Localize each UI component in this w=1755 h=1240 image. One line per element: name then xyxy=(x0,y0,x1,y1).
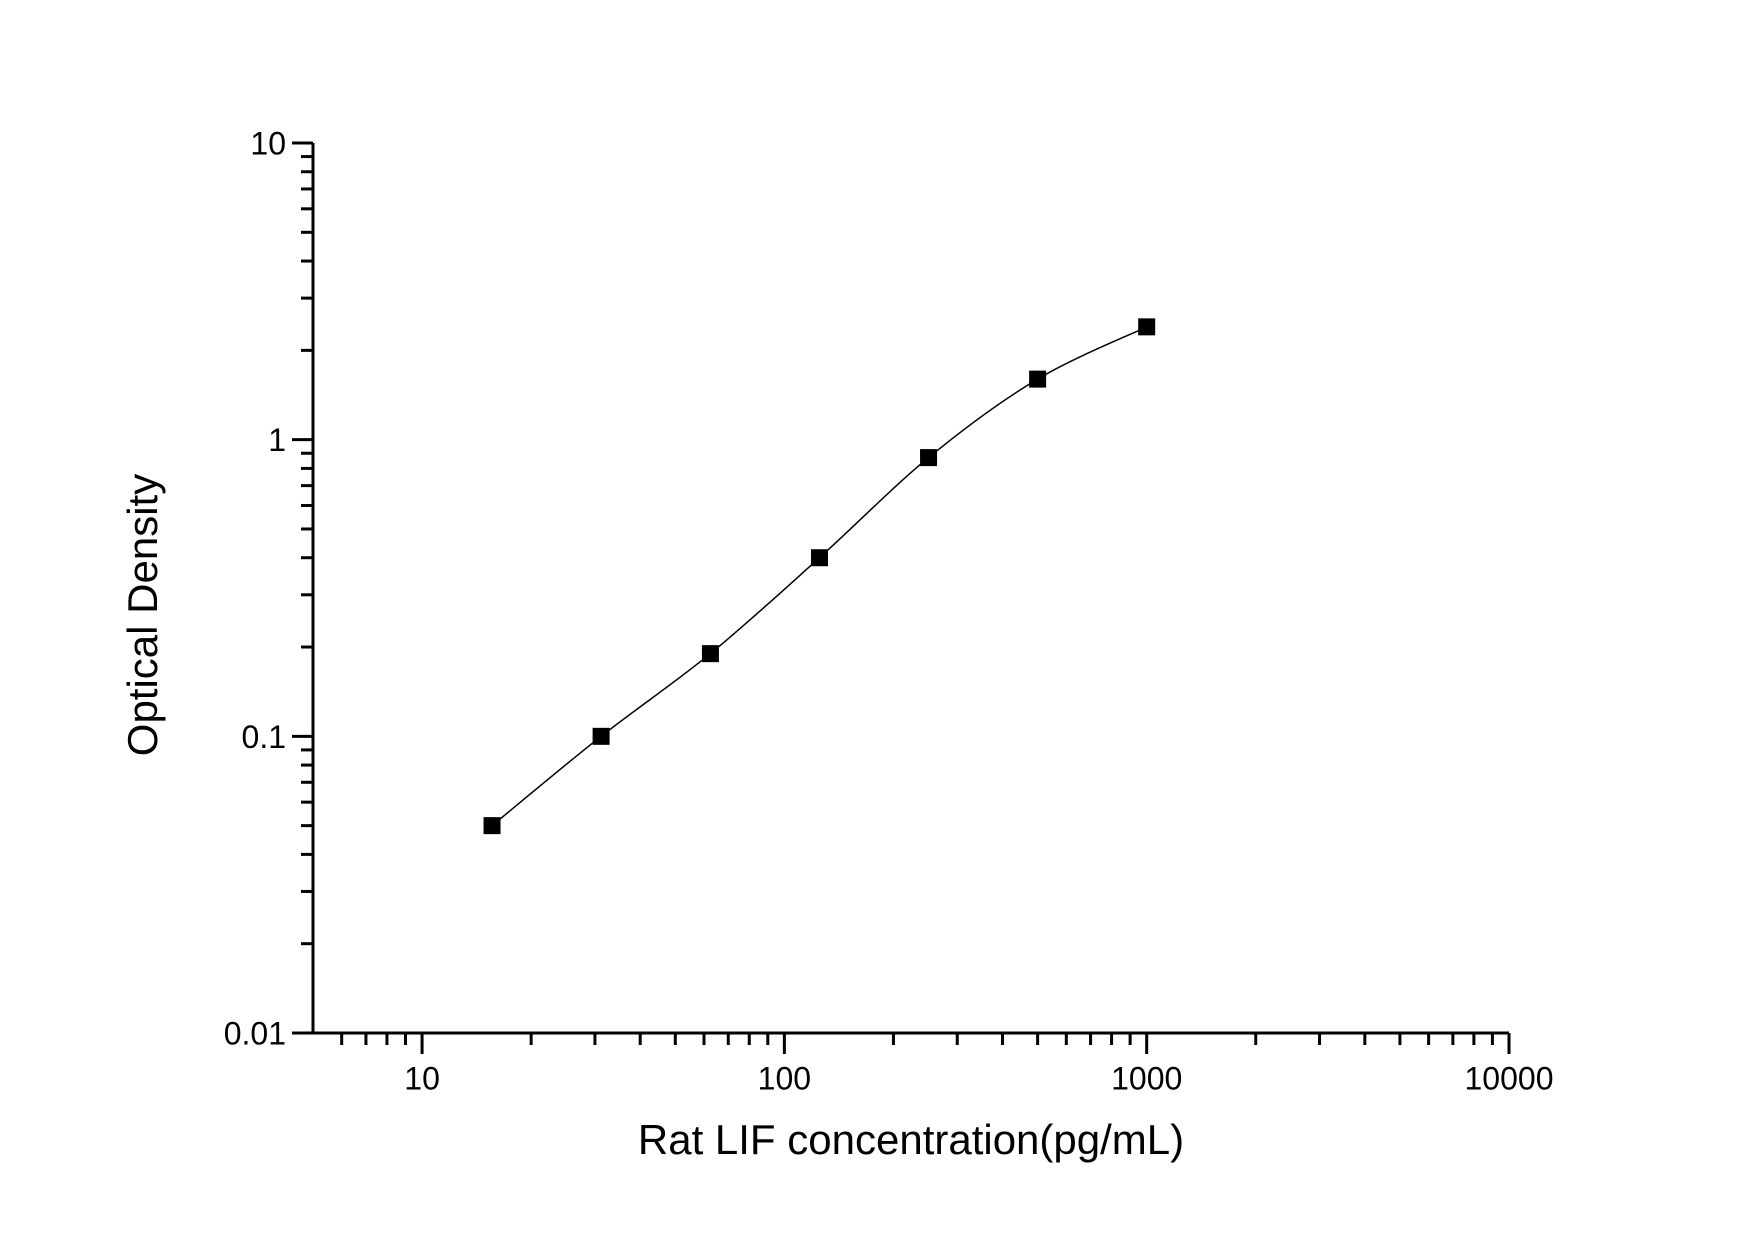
data-point-marker xyxy=(1138,318,1156,336)
y-axis-title: Optical Density xyxy=(119,473,166,757)
data-point-marker xyxy=(592,727,610,745)
data-point-marker xyxy=(810,549,828,567)
y-tick-label: 0.01 xyxy=(224,1016,286,1052)
data-point-marker xyxy=(701,645,719,663)
data-point-marker xyxy=(1029,370,1047,388)
x-tick-label: 100 xyxy=(758,1061,811,1097)
data-point-marker xyxy=(483,817,501,835)
data-point-marker xyxy=(920,449,938,467)
axis-spines xyxy=(311,143,1509,1035)
x-tick-label: 1000 xyxy=(1111,1061,1182,1097)
x-axis-title: Rat LIF concentration(pg/mL) xyxy=(637,1116,1185,1163)
y-tick-label: 0.1 xyxy=(242,719,286,755)
y-tick-label: 1 xyxy=(268,422,286,458)
standard-curve-line xyxy=(491,326,1148,827)
x-tick-label: 10000 xyxy=(1465,1061,1554,1097)
x-tick-label: 10 xyxy=(404,1061,440,1097)
y-tick-label: 10 xyxy=(250,126,286,162)
